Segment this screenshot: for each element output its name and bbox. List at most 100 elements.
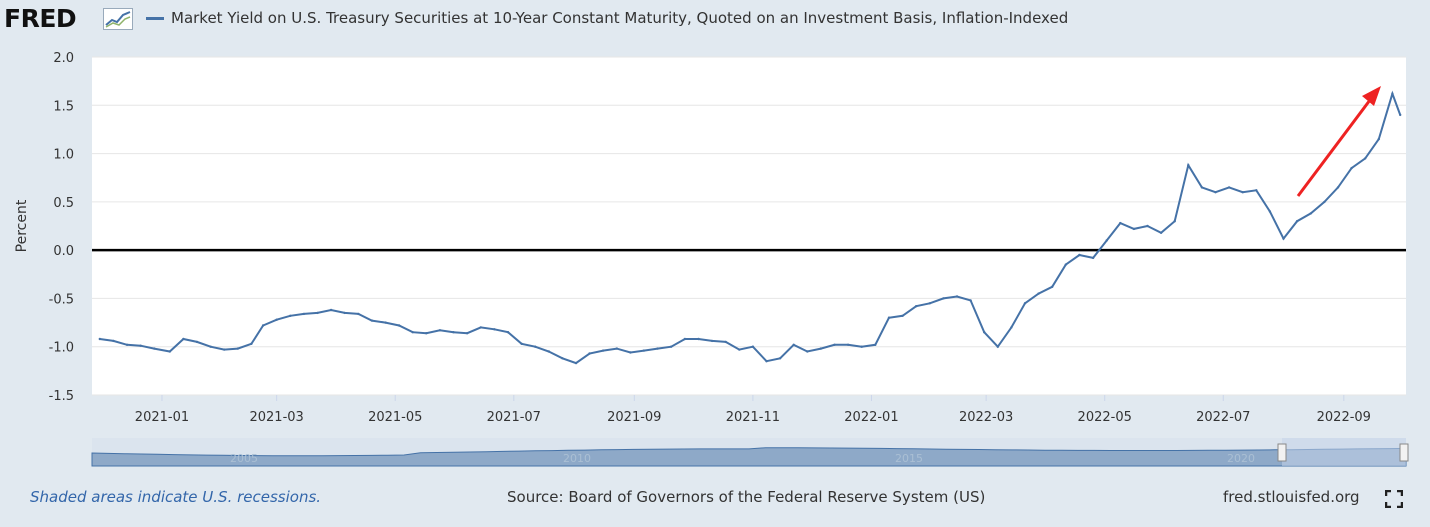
source-text: Source: Board of Governors of the Federa… [507, 488, 986, 506]
navigator-window[interactable] [1282, 438, 1406, 466]
data-point [955, 295, 959, 298]
data-point [289, 314, 292, 317]
data-point [1010, 326, 1013, 329]
data-point [1119, 221, 1122, 225]
data-point [846, 343, 850, 346]
data-point [1173, 220, 1176, 223]
fred-logo[interactable]: FRED [4, 4, 77, 33]
line-chart: 2.01.51.00.50.0-0.5-1.0-1.5 2021-01 2021-… [14, 51, 1409, 467]
navigator-year-label: 2020 [1227, 452, 1255, 465]
data-point [302, 312, 306, 316]
data-point [397, 324, 401, 327]
data-point [493, 328, 496, 331]
data-point [670, 345, 673, 348]
data-point [1350, 166, 1353, 170]
data-point [1268, 210, 1272, 213]
data-point [182, 337, 185, 341]
data-point [724, 340, 727, 344]
y-tick-label: 0.0 [53, 244, 74, 259]
x-tick-label: 2022-01 [844, 410, 898, 425]
data-point [98, 337, 102, 341]
data-point [479, 326, 482, 329]
trend-line-icon [103, 8, 133, 30]
data-point [547, 350, 550, 353]
data-point [411, 331, 414, 334]
fullscreen-icon[interactable] [1385, 490, 1403, 508]
y-tick-label: -0.5 [49, 292, 74, 307]
data-point [615, 347, 618, 350]
x-tick-label: 2022-07 [1196, 410, 1250, 425]
data-point [574, 361, 578, 365]
data-point [223, 348, 226, 351]
annotation-arrow [1296, 86, 1381, 197]
gridlines [92, 56, 1406, 396]
x-tick-label: 2021-07 [487, 410, 541, 425]
data-point [1051, 285, 1054, 288]
y-axis-ticks: 2.0 1.5 1.0 0.5 0.0 -0.5 -1.0 -1.5 [49, 51, 74, 404]
x-tick-label: 2022-09 [1317, 410, 1371, 425]
x-tick-label: 2021-05 [368, 410, 422, 425]
data-point [425, 332, 428, 335]
data-point [983, 331, 986, 334]
data-point [738, 348, 741, 351]
plot-background [92, 57, 1406, 395]
data-point [236, 347, 239, 350]
data-point [370, 319, 374, 322]
data-point [168, 350, 171, 353]
data-point [343, 311, 346, 315]
data-point [1241, 191, 1244, 194]
data-point [792, 343, 795, 346]
data-point [209, 345, 212, 348]
data-point [1078, 253, 1081, 257]
navigator[interactable]: 2005 2010 2015 2020 [91, 438, 1409, 467]
data-point [1091, 256, 1095, 260]
data-point [384, 321, 387, 324]
data-point [139, 344, 142, 347]
y-tick-label: 1.5 [53, 99, 74, 114]
data-point [1391, 92, 1394, 95]
data-point [1336, 186, 1340, 189]
x-tick-label: 2021-11 [726, 410, 780, 425]
data-point [1255, 189, 1258, 192]
data-point [357, 312, 360, 316]
recession-note: Shaded areas indicate U.S. recessions. [30, 488, 322, 506]
navigator-handle-right[interactable] [1399, 443, 1409, 462]
data-point [996, 345, 999, 348]
data-point [697, 337, 700, 341]
data-point [819, 347, 823, 350]
data-point [1214, 191, 1217, 194]
data-point [1159, 231, 1163, 234]
data-point [153, 347, 156, 350]
data-point [915, 305, 918, 308]
navigator-year-label: 2005 [230, 452, 258, 465]
data-point [1132, 227, 1136, 231]
data-point [588, 352, 591, 355]
data-point [534, 345, 537, 348]
x-tick-label: 2021-03 [249, 410, 303, 425]
navigator-years: 2005 2010 2015 2020 [230, 452, 1255, 465]
data-point [602, 349, 605, 352]
data-point [710, 339, 714, 343]
data-point [261, 324, 265, 327]
data-point [656, 347, 659, 350]
data-point [438, 329, 442, 332]
legend-swatch [146, 17, 164, 20]
navigator-handle-left[interactable] [1277, 443, 1287, 462]
data-point [1037, 292, 1040, 295]
data-point [452, 331, 455, 334]
y-tick-label: -1.0 [49, 341, 74, 356]
data-point [112, 339, 115, 343]
x-tick-label: 2022-05 [1078, 410, 1132, 425]
data-point [1282, 237, 1285, 240]
navigator-year-label: 2015 [895, 452, 923, 465]
x-tick-label: 2021-09 [607, 410, 661, 425]
x-tick-label: 2021-01 [135, 410, 189, 425]
data-point [329, 308, 333, 312]
data-point [887, 316, 891, 319]
data-point [250, 342, 253, 345]
data-point [833, 343, 836, 346]
y-axis-title: Percent [14, 199, 30, 252]
data-point [1399, 113, 1402, 117]
site-link[interactable]: fred.stlouisfed.org [1223, 488, 1360, 506]
data-point [778, 357, 782, 360]
